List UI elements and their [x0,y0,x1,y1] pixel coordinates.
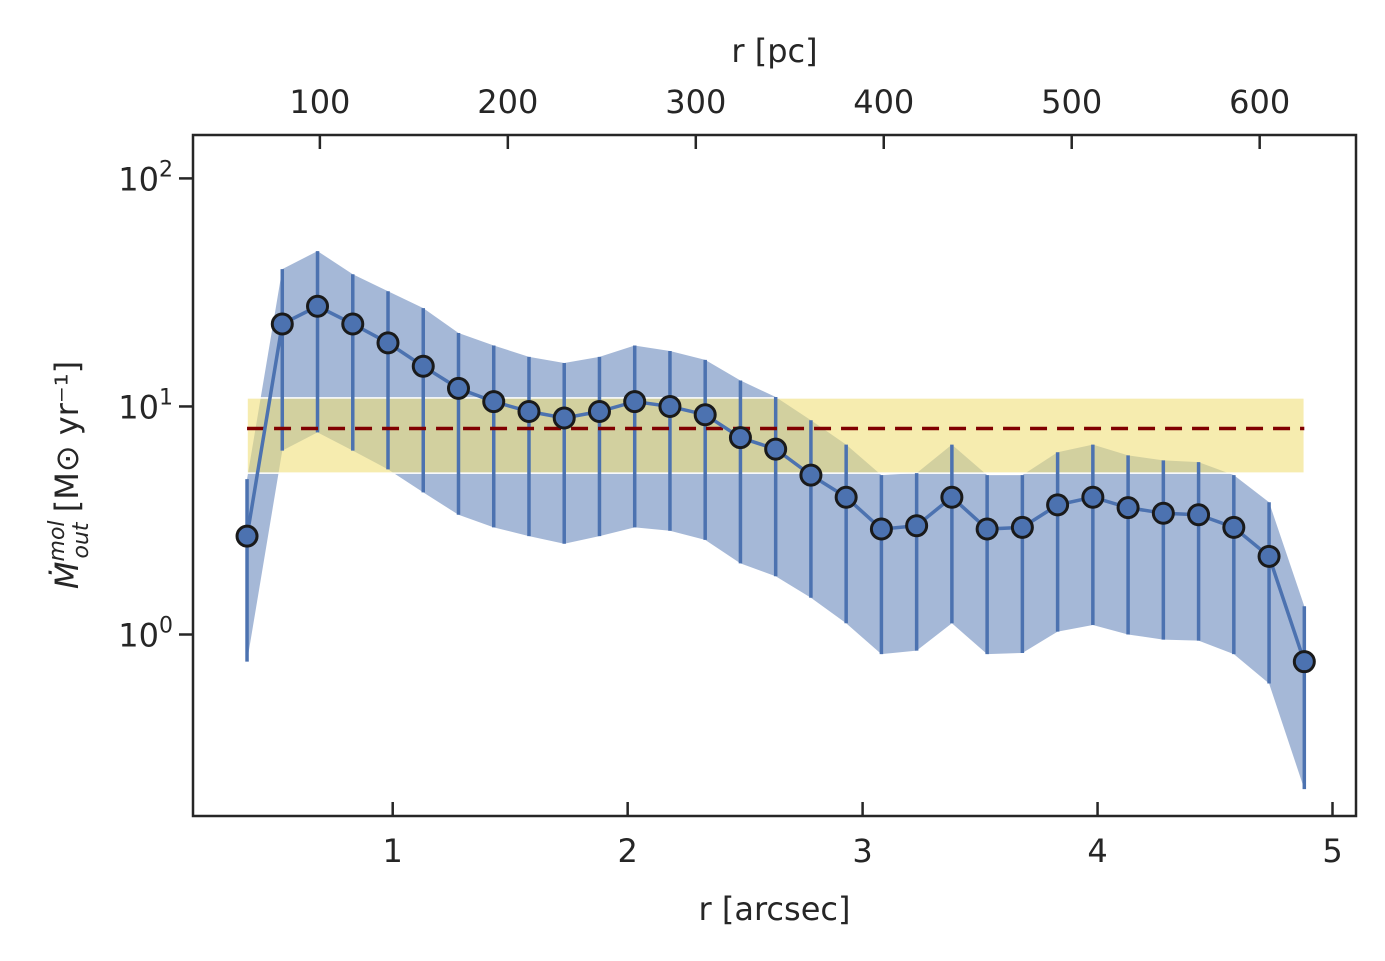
data-point [270,312,294,336]
x-top-tick-label: 100 [289,83,350,121]
y-tick-exponent: 1 [159,385,173,410]
data-point [1257,544,1281,568]
data-point [1010,515,1034,539]
data-point [623,390,647,414]
data-point [1116,496,1140,520]
data-point [235,524,259,548]
data-point [1292,650,1316,674]
data-point [306,294,330,318]
data-point [482,390,506,414]
data-point [764,437,788,461]
data-point [799,463,823,487]
data-point [376,331,400,355]
x-top-tick-label: 600 [1229,83,1290,121]
x-top-tick-label: 400 [853,83,914,121]
data-point [1151,501,1175,525]
x-axis-top-label: r [pc] [731,32,817,70]
y-tick-exponent: 2 [159,157,173,182]
x-axis-top: 100 200 300 400 500 600 [289,83,1290,149]
data-point [728,426,752,450]
x-top-tick-label: 200 [477,83,538,121]
plot-area [235,251,1316,790]
axes-frame [191,133,1358,818]
y-tick-base: 10 [118,388,159,426]
data-point [834,485,858,509]
data-point [869,517,893,541]
y-tick-label: 101 [118,385,173,426]
x-top-tick-label: 500 [1041,83,1102,121]
x-tick-label: 2 [617,832,637,870]
data-point [693,403,717,427]
y-axis-label-sub: out [69,521,94,558]
data-point [1046,493,1070,517]
x-tick-label: 3 [852,832,872,870]
y-axis-label-sup: mol [45,520,70,561]
data-point [940,485,964,509]
data-point [552,406,576,430]
data-point [446,376,470,400]
y-axis-label-symbol: Ṁ [48,561,86,589]
x-axis-bottom: 1 2 3 4 5 [383,802,1343,870]
data-point [1081,485,1105,509]
x-axis-label: r [arcsec] [699,890,851,928]
data-point [587,400,611,424]
data-point [411,354,435,378]
data-point [975,517,999,541]
data-point [1187,503,1211,527]
x-tick-label: 4 [1087,832,1107,870]
data-point [905,514,929,538]
x-tick-label: 5 [1322,832,1342,870]
y-tick-exponent: 0 [159,614,173,639]
y-axis-label: Ṁmolout [M⊙ yr⁻¹] [45,361,94,589]
x-top-tick-label: 300 [665,83,726,121]
y-axis-label-unit: [M⊙ yr⁻¹] [48,361,86,523]
y-tick-base: 10 [118,617,159,655]
x-tick-label: 1 [383,832,403,870]
y-tick-label: 102 [118,157,173,198]
data-point [517,400,541,424]
data-point [1222,515,1246,539]
data-point [341,312,365,336]
data-point [658,394,682,418]
y-tick-label: 100 [118,614,173,655]
y-tick-base: 10 [118,160,159,198]
